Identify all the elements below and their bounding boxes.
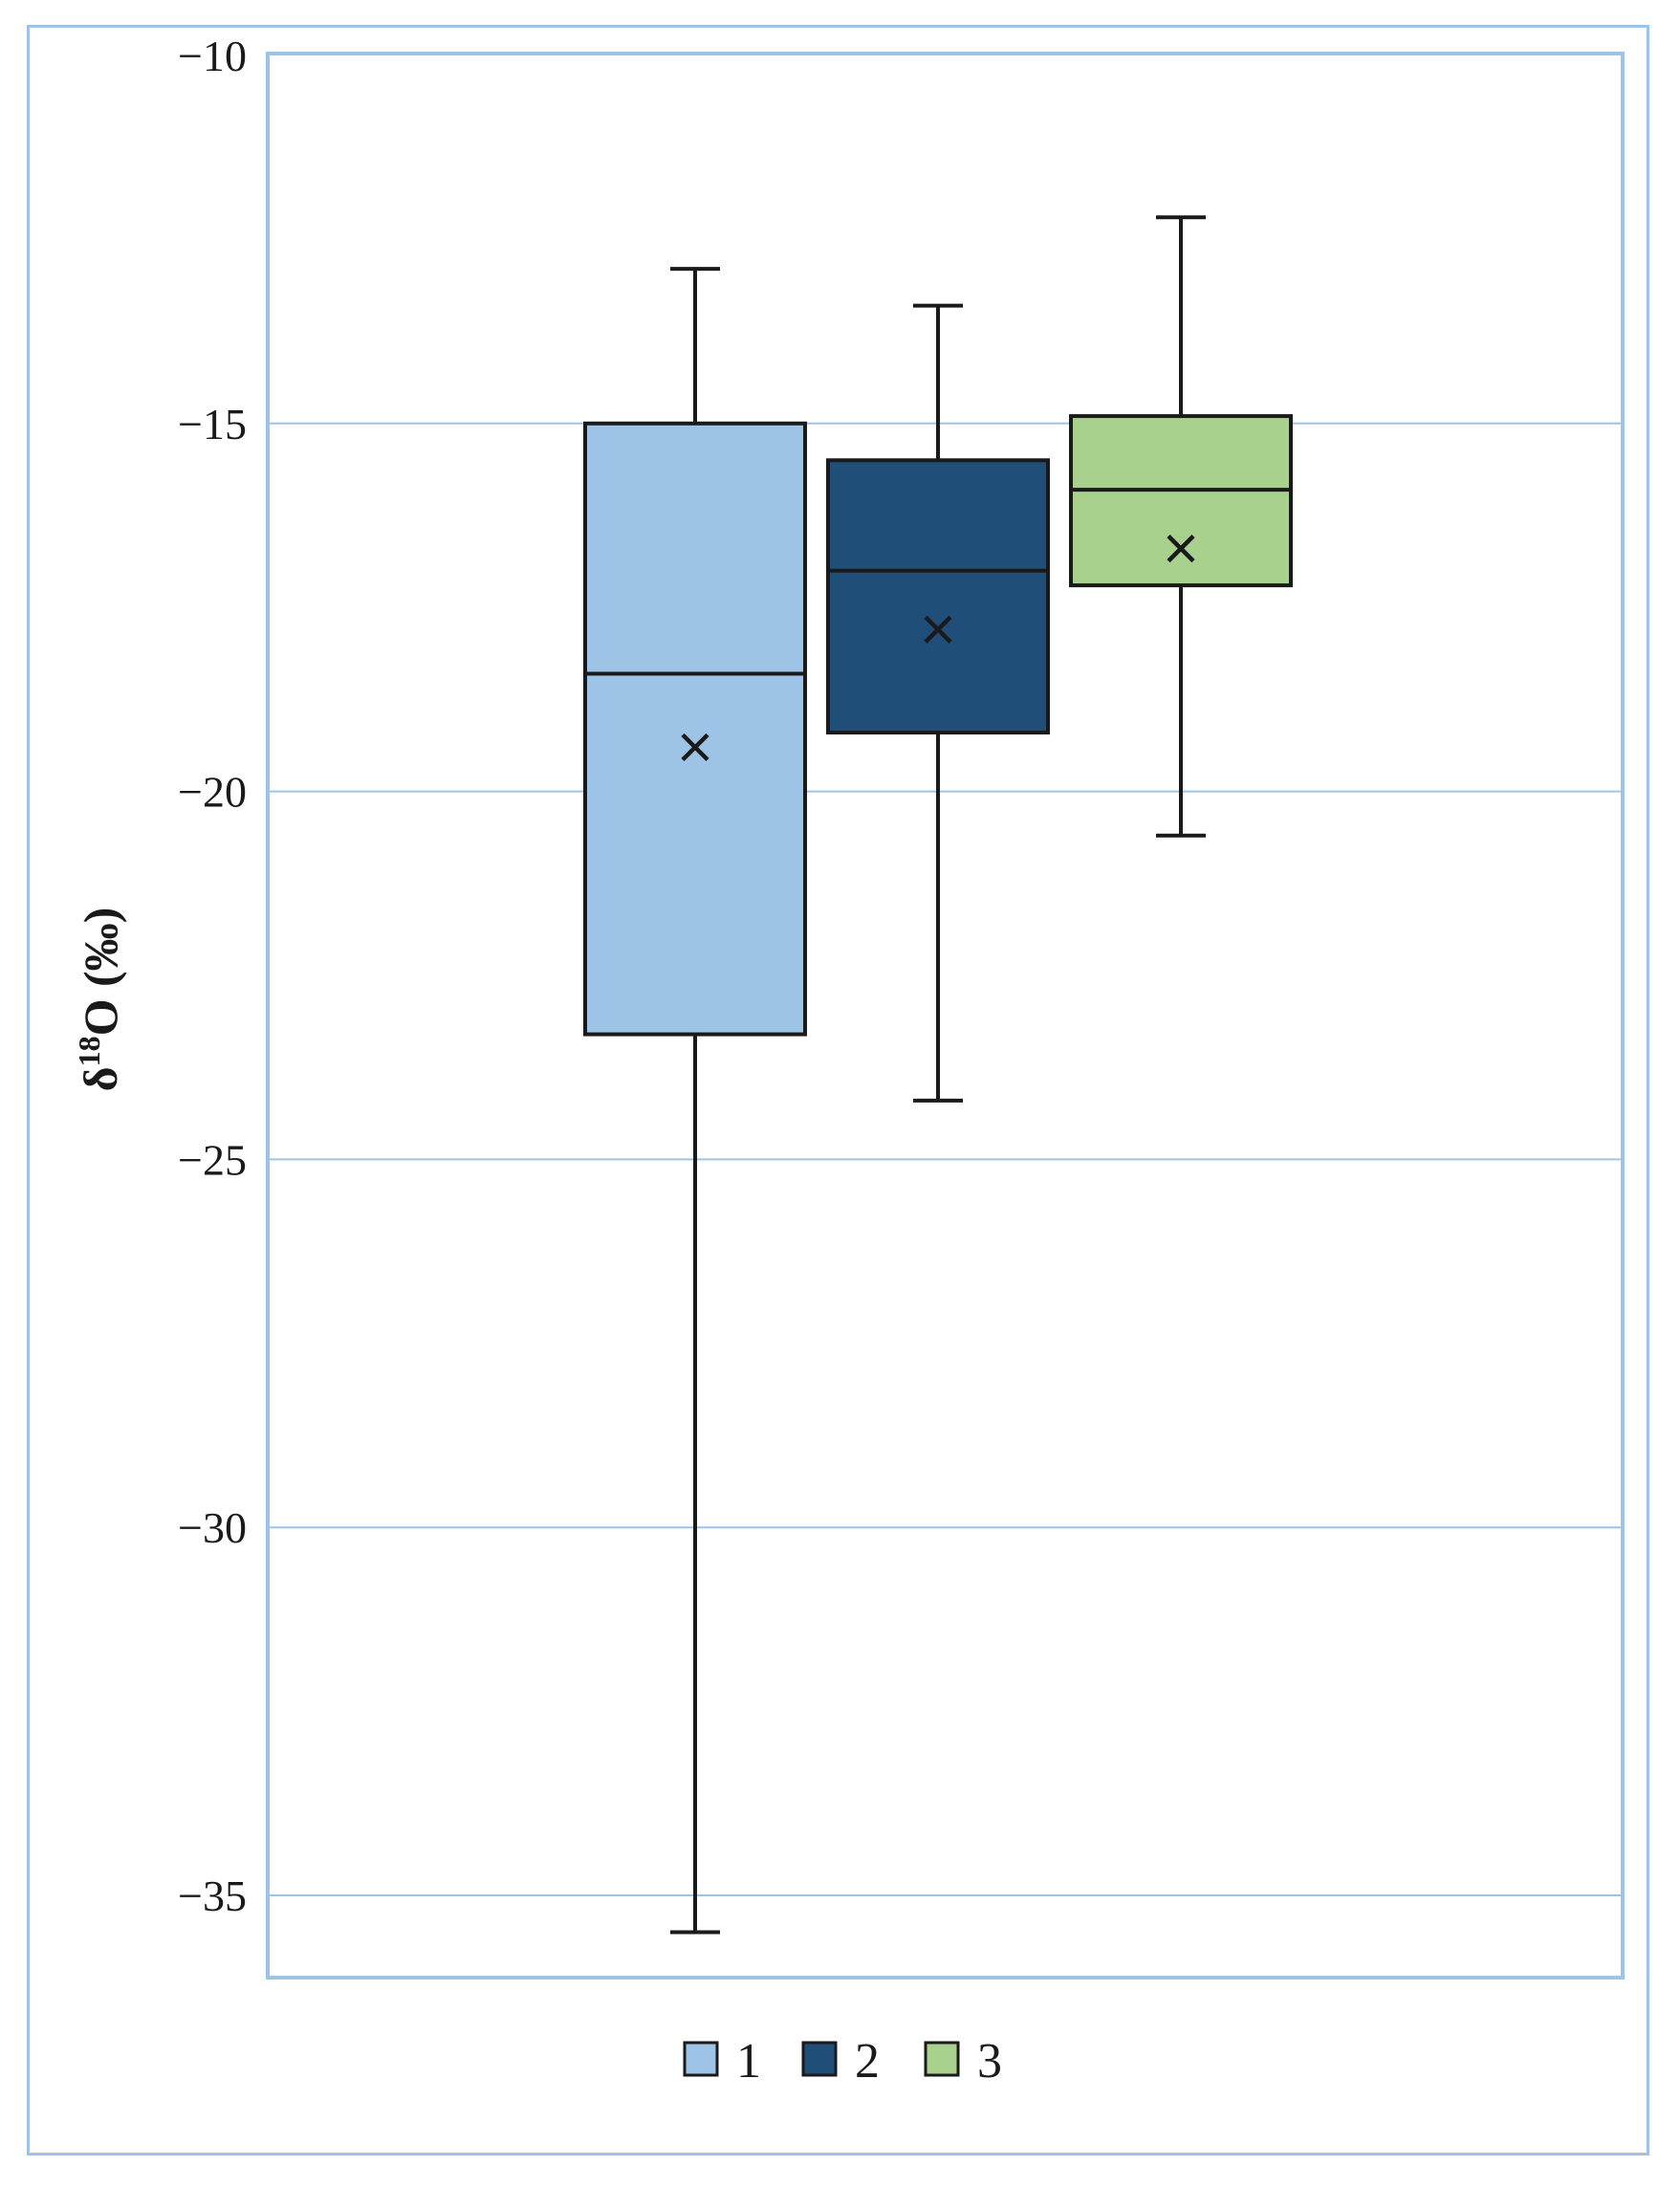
legend-label-1: 1 — [736, 2034, 761, 2089]
iqr-box — [583, 421, 807, 1037]
legend-label-3: 3 — [977, 2034, 1002, 2089]
box-series-3 — [1069, 215, 1293, 838]
chart-frame — [27, 25, 1649, 2155]
mean-marker — [1167, 535, 1195, 563]
mean-marker-stroke — [681, 733, 709, 762]
legend-swatch-3 — [924, 2041, 960, 2077]
mean-marker — [681, 733, 709, 762]
mean-marker — [924, 615, 952, 644]
y-tick-label: −15 — [178, 400, 247, 449]
legend: 1 2 3 — [683, 2034, 1002, 2089]
box-series-1 — [583, 267, 807, 1935]
y-axis-label: δ18O (‰) — [72, 908, 127, 1092]
grid-layer — [268, 422, 1623, 1896]
y-tick-label: −35 — [178, 1871, 247, 1920]
mean-marker-stroke — [924, 615, 952, 644]
iqr-box — [1069, 414, 1293, 588]
iqr-box — [826, 458, 1050, 735]
legend-swatch-1 — [683, 2041, 719, 2077]
y-tick-label: −30 — [178, 1503, 247, 1552]
box-layer — [583, 215, 1293, 1935]
mean-marker-stroke — [1167, 535, 1195, 563]
y-tick-label: −20 — [178, 768, 247, 817]
y-tick-labels: −10 −15 −20 −25 −30 −35 — [178, 32, 247, 1920]
y-tick-label: −25 — [178, 1135, 247, 1184]
y-tick-label: −10 — [178, 32, 247, 80]
box-series-2 — [826, 303, 1050, 1103]
legend-swatch-2 — [801, 2041, 838, 2077]
legend-label-2: 2 — [855, 2034, 880, 2089]
plot-area-border — [266, 52, 1625, 1980]
